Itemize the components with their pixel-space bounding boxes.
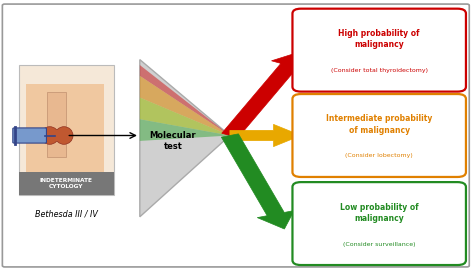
Text: Molecular
test: Molecular test — [150, 131, 196, 151]
Text: INDETERMINATE
CYTOLOGY: INDETERMINATE CYTOLOGY — [40, 178, 93, 189]
Ellipse shape — [41, 127, 59, 144]
FancyBboxPatch shape — [292, 9, 466, 92]
Polygon shape — [47, 92, 66, 157]
Text: Bethesda III / IV: Bethesda III / IV — [35, 209, 98, 219]
Polygon shape — [140, 98, 230, 136]
Polygon shape — [222, 51, 307, 138]
FancyBboxPatch shape — [26, 84, 104, 182]
FancyBboxPatch shape — [2, 4, 469, 267]
Polygon shape — [221, 134, 294, 229]
FancyBboxPatch shape — [292, 94, 466, 177]
Text: High probability of
malignancy: High probability of malignancy — [338, 29, 420, 49]
Polygon shape — [140, 119, 230, 141]
FancyBboxPatch shape — [292, 182, 466, 265]
FancyBboxPatch shape — [19, 65, 114, 195]
Text: (Consider total thyroidectomy): (Consider total thyroidectomy) — [331, 68, 428, 73]
Polygon shape — [140, 65, 230, 136]
Text: Intermediate probability
of malignancy: Intermediate probability of malignancy — [326, 114, 432, 135]
Polygon shape — [230, 124, 301, 147]
Ellipse shape — [55, 127, 73, 144]
FancyBboxPatch shape — [13, 128, 46, 143]
Text: Low probability of
malignancy: Low probability of malignancy — [340, 202, 419, 223]
Text: (Consider surveillance): (Consider surveillance) — [343, 241, 415, 247]
Polygon shape — [140, 60, 230, 217]
FancyBboxPatch shape — [19, 172, 114, 195]
Text: (Consider lobectomy): (Consider lobectomy) — [346, 153, 413, 159]
Polygon shape — [140, 76, 230, 136]
Polygon shape — [50, 130, 64, 141]
